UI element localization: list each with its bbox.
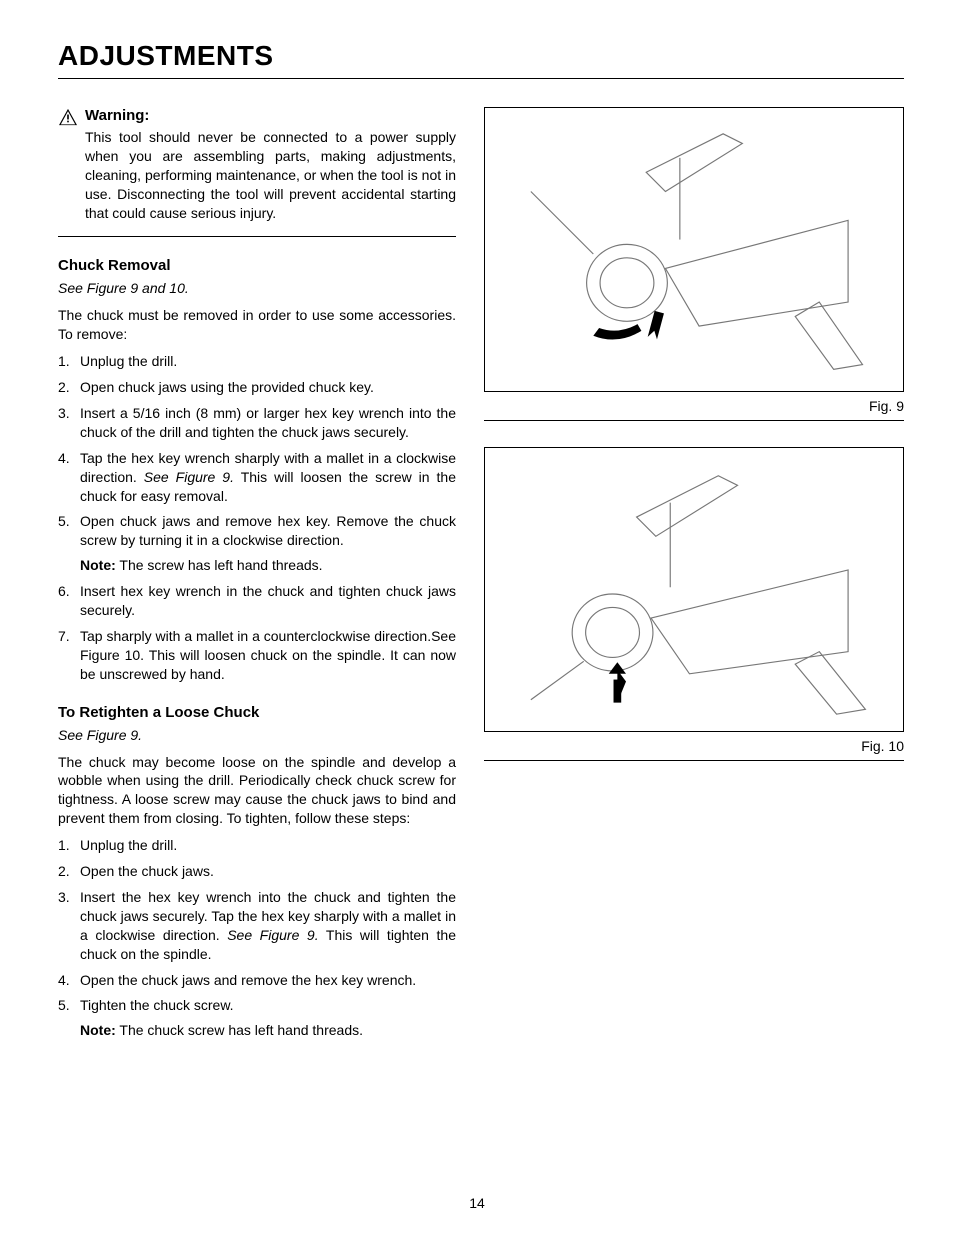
step-item: 1.Unplug the drill. bbox=[58, 352, 456, 371]
step-part: This will loosen the screw in the chuck … bbox=[80, 469, 456, 504]
step-part: Open chuck jaws and remove hex key. Remo… bbox=[80, 513, 456, 548]
figure-9-label: Fig. 9 bbox=[484, 398, 904, 421]
page-title: ADJUSTMENTS bbox=[58, 40, 904, 79]
step-part: Tighten the chuck screw. bbox=[80, 997, 234, 1013]
figure-10-label: Fig. 10 bbox=[484, 738, 904, 761]
step-item: 3.Insert a 5/16 inch (8 mm) or larger he… bbox=[58, 404, 456, 442]
note-line: Note: The chuck screw has left hand thre… bbox=[80, 1021, 456, 1040]
step-item: 5.Tighten the chuck screw. Note: The chu… bbox=[58, 996, 456, 1040]
step-text: Insert hex key wrench in the chuck and t… bbox=[80, 582, 456, 620]
step-text: Open the chuck jaws and remove the hex k… bbox=[80, 971, 456, 990]
content-columns: Warning: This tool should never be conne… bbox=[58, 107, 904, 1047]
step-text: Open the chuck jaws. bbox=[80, 862, 456, 881]
step-item: 2.Open the chuck jaws. bbox=[58, 862, 456, 881]
step-text: Open chuck jaws using the provided chuck… bbox=[80, 378, 456, 397]
steps-list-retighten: 1.Unplug the drill. 2.Open the chuck jaw… bbox=[58, 836, 456, 1040]
warning-title: Warning: bbox=[85, 107, 456, 124]
steps-list-removal: 1.Unplug the drill. 2.Open chuck jaws us… bbox=[58, 352, 456, 683]
step-text: Unplug the drill. bbox=[80, 836, 456, 855]
see-reference: See Figure 9 and 10. bbox=[58, 280, 456, 296]
section-heading-retighten: To Retighten a Loose Chuck bbox=[58, 704, 456, 721]
see-figure-inline: See Figure 9. bbox=[227, 927, 318, 943]
left-column: Warning: This tool should never be conne… bbox=[58, 107, 456, 1047]
intro-paragraph: The chuck may become loose on the spindl… bbox=[58, 753, 456, 829]
note-label: Note: bbox=[80, 557, 116, 573]
drill-illustration-icon bbox=[502, 119, 887, 379]
drill-illustration-icon bbox=[502, 459, 887, 719]
step-text: Insert the hex key wrench into the chuck… bbox=[80, 888, 456, 964]
warning-block: Warning: This tool should never be conne… bbox=[58, 107, 456, 222]
step-item: 4.Open the chuck jaws and remove the hex… bbox=[58, 971, 456, 990]
note-label: Note: bbox=[80, 1022, 116, 1038]
step-text: Tap the hex key wrench sharply with a ma… bbox=[80, 449, 456, 506]
see-reference: See Figure 9. bbox=[58, 727, 456, 743]
see-figure-inline: See Figure 9. bbox=[144, 469, 234, 485]
warning-icon bbox=[58, 107, 78, 126]
note-text: The chuck screw has left hand threads. bbox=[116, 1022, 363, 1038]
step-item: 7.Tap sharply with a mallet in a counter… bbox=[58, 627, 456, 684]
figure-9-image bbox=[484, 107, 904, 392]
step-item: 6.Insert hex key wrench in the chuck and… bbox=[58, 582, 456, 620]
figure-10-image bbox=[484, 447, 904, 732]
step-text: Tap sharply with a mallet in a countercl… bbox=[80, 627, 456, 684]
step-item: 2.Open chuck jaws using the provided chu… bbox=[58, 378, 456, 397]
step-text: Unplug the drill. bbox=[80, 352, 456, 371]
note-text: The screw has left hand threads. bbox=[116, 557, 323, 573]
step-text: Open chuck jaws and remove hex key. Remo… bbox=[80, 512, 456, 575]
intro-paragraph: The chuck must be removed in order to us… bbox=[58, 306, 456, 344]
page-number: 14 bbox=[0, 1195, 954, 1211]
step-item: 3.Insert the hex key wrench into the chu… bbox=[58, 888, 456, 964]
note-line: Note: The screw has left hand threads. bbox=[80, 556, 456, 575]
step-text: Tighten the chuck screw. Note: The chuck… bbox=[80, 996, 456, 1040]
warning-body: This tool should never be connected to a… bbox=[85, 128, 456, 222]
divider bbox=[58, 236, 456, 237]
step-text: Insert a 5/16 inch (8 mm) or larger hex … bbox=[80, 404, 456, 442]
section-heading-chuck-removal: Chuck Removal bbox=[58, 257, 456, 274]
step-item: 4.Tap the hex key wrench sharply with a … bbox=[58, 449, 456, 506]
step-item: 5.Open chuck jaws and remove hex key. Re… bbox=[58, 512, 456, 575]
right-column: Fig. 9 Fig. 10 bbox=[484, 107, 904, 1047]
step-item: 1.Unplug the drill. bbox=[58, 836, 456, 855]
